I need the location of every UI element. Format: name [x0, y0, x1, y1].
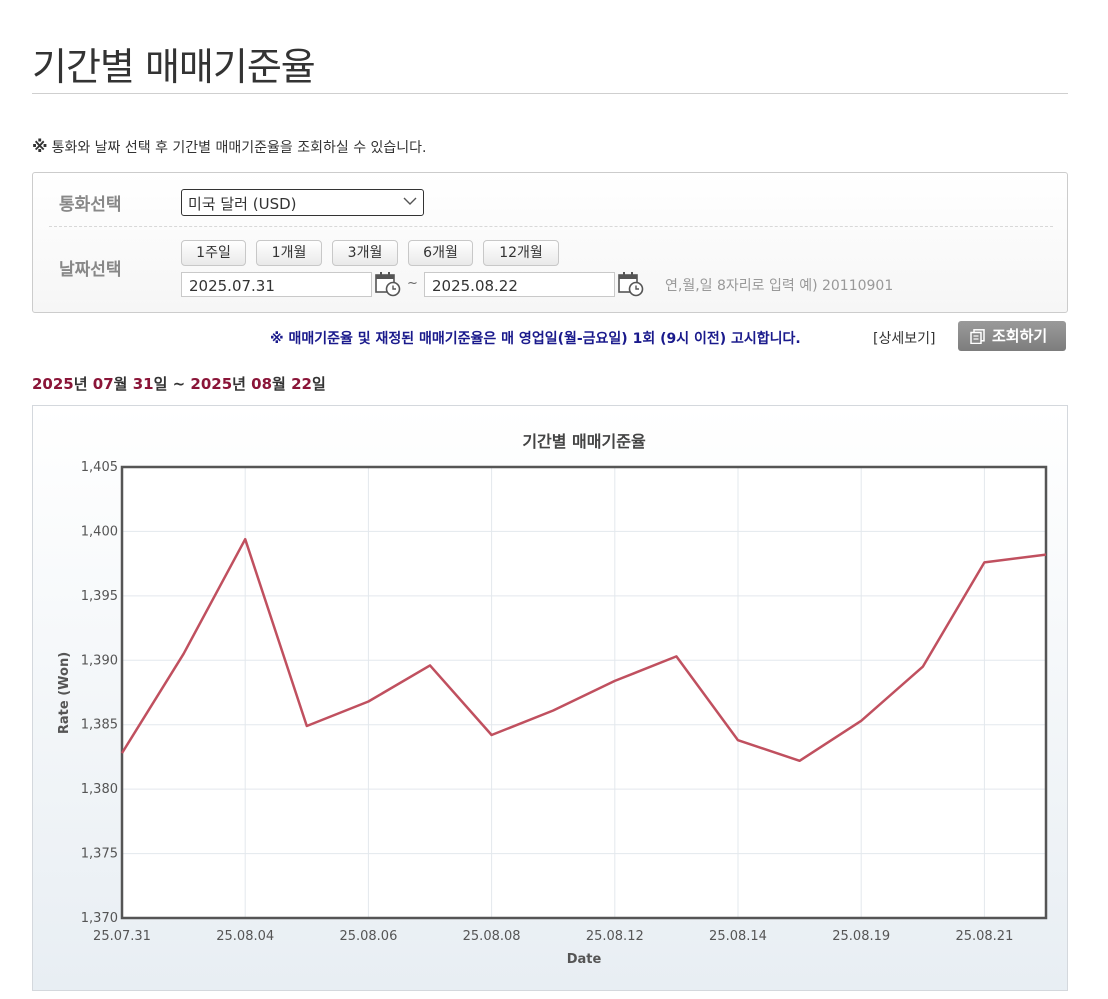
- search-button[interactable]: 조회하기: [958, 321, 1066, 351]
- range-month-unit: 월: [113, 375, 133, 393]
- x-tick-label: 25.08.06: [339, 929, 397, 944]
- period-button-3month[interactable]: 3개월: [332, 240, 398, 266]
- currency-select[interactable]: 미국 달러 (USD): [181, 189, 424, 216]
- currency-select-value: 미국 달러 (USD): [188, 195, 297, 213]
- range-year-unit: 년: [73, 375, 93, 393]
- y-tick-label: 1,385: [81, 718, 118, 733]
- x-tick-label: 25.08.19: [832, 929, 890, 944]
- range-day-unit: 일: [311, 375, 326, 393]
- y-tick-label: 1,400: [81, 524, 118, 539]
- period-button-1week[interactable]: 1주일: [181, 240, 246, 266]
- period-button-12month[interactable]: 12개월: [483, 240, 559, 266]
- x-tick-label: 25.08.04: [216, 929, 274, 944]
- x-axis-label: Date: [567, 952, 602, 967]
- calendar-clock-icon[interactable]: [375, 271, 401, 297]
- y-tick-label: 1,395: [81, 589, 118, 604]
- end-date-input[interactable]: 2025.08.22: [424, 272, 615, 297]
- chart-title: 기간별 매매기준율: [522, 432, 646, 451]
- notice-message: 통화와 날짜 선택 후 기간별 매매기준율을 조회하실 수 있습니다.: [51, 140, 427, 156]
- publication-notice: ※ 매매기준율 및 재정된 매매기준율은 매 영업일(월-금요일) 1회 (9시…: [270, 331, 801, 347]
- currency-label: 통화선택: [59, 195, 122, 215]
- chevron-down-icon: [403, 197, 417, 205]
- rate-chart-svg: 1,370 1,375 1,380 1,385 1,390 1,395 1,400 1,405…: [57, 432, 1048, 967]
- filter-panel: 통화선택 미국 달러 (USD) 날짜선택 1주일 1개월 3개월 6개월 12…: [32, 172, 1068, 313]
- range-start-year: 2025: [32, 375, 74, 393]
- search-button-label: 조회하기: [992, 327, 1048, 345]
- y-tick-label: 1,390: [81, 653, 118, 668]
- date-range-separator: ~: [407, 276, 418, 291]
- page-title: 기간별 매매기준율: [32, 45, 316, 89]
- y-tick-label: 1,380: [81, 782, 118, 797]
- x-tick-label: 25.08.08: [463, 929, 521, 944]
- series-line: [120, 537, 1047, 763]
- range-end-month: 08: [251, 375, 273, 393]
- range-start-month: 07: [92, 375, 114, 393]
- plot-frame: [120, 465, 1048, 920]
- y-axis-label: Rate (Won): [57, 652, 72, 734]
- document-icon: [970, 329, 985, 344]
- range-day-unit: 일 ~: [153, 375, 191, 393]
- y-tick-label: 1,405: [81, 460, 118, 475]
- range-end-year: 2025: [190, 375, 233, 393]
- range-start-day: 31: [132, 375, 154, 393]
- notice-mark: ※: [32, 137, 48, 156]
- range-month-unit: 월: [272, 375, 292, 393]
- y-tick-label: 1,370: [81, 911, 118, 926]
- notice-text: ※ 통화와 날짜 선택 후 기간별 매매기준율을 조회하실 수 있습니다.: [32, 137, 427, 157]
- row-separator: [49, 226, 1053, 227]
- title-divider: [32, 93, 1068, 94]
- rate-chart: 1,370 1,375 1,380 1,385 1,390 1,395 1,400 1,405…: [32, 405, 1068, 991]
- date-format-hint: 연,월,일 8자리로 입력 예) 20110901: [665, 278, 894, 294]
- date-label: 날짜선택: [59, 260, 122, 280]
- calendar-clock-icon[interactable]: [618, 271, 644, 297]
- range-end-day: 22: [291, 375, 312, 393]
- plot-area: [122, 467, 1046, 918]
- y-tick-label: 1,375: [81, 847, 118, 862]
- x-tick-label: 25.07.31: [93, 929, 151, 944]
- detail-link[interactable]: [상세보기]: [873, 331, 936, 347]
- x-tick-label: 25.08.14: [709, 929, 767, 944]
- period-button-1month[interactable]: 1개월: [256, 240, 322, 266]
- start-date-input[interactable]: 2025.07.31: [181, 272, 372, 297]
- period-button-6month[interactable]: 6개월: [408, 240, 473, 266]
- selected-date-range: 2025년 07월 31일 ~ 2025년 08월 22일: [32, 373, 326, 394]
- x-tick-label: 25.08.12: [586, 929, 644, 944]
- range-year-unit: 년: [232, 375, 252, 393]
- x-tick-label: 25.08.21: [955, 929, 1013, 944]
